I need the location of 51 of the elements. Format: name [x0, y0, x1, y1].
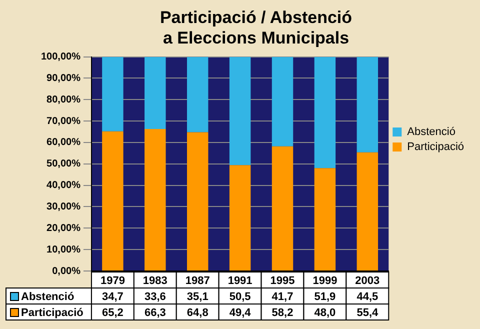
bar — [102, 57, 124, 132]
data-label: 34,7 — [102, 291, 124, 304]
x-tick-label: 1991 — [228, 275, 252, 288]
data-label: 49,4 — [229, 307, 252, 320]
x-tick-label: 1987 — [185, 275, 210, 288]
y-tick-label: 80,00% — [46, 94, 81, 106]
bar — [356, 57, 378, 152]
y-tick-label: 30,00% — [46, 201, 81, 212]
data-label: 44,5 — [356, 291, 378, 304]
data-label: 51,9 — [314, 291, 336, 304]
bar — [229, 57, 251, 166]
bar — [272, 57, 294, 146]
y-tick-label: 20,00% — [46, 222, 81, 234]
data-label: 33,6 — [144, 291, 166, 304]
x-tick-label: 2003 — [355, 275, 380, 288]
y-tick-label: 10,00% — [46, 244, 81, 256]
y-tick-label: 70,00% — [46, 116, 81, 127]
bar — [272, 146, 294, 270]
bar — [144, 128, 166, 270]
data-label: 41,7 — [272, 291, 294, 304]
y-tick-label: 0,00% — [52, 266, 81, 277]
bar — [186, 132, 208, 270]
data-label: 66,3 — [144, 307, 166, 320]
data-label: 55,4 — [356, 307, 379, 320]
y-tick-label: 90,00% — [46, 72, 81, 84]
y-tick-label: 60,00% — [46, 137, 81, 148]
data-label: 64,8 — [186, 307, 208, 320]
y-tick-label: 50,00% — [46, 158, 81, 170]
data-label: 58,2 — [272, 307, 294, 320]
y-tick-label: 40,00% — [46, 180, 81, 192]
data-label: 65,2 — [102, 307, 124, 320]
data-label: 35,1 — [186, 291, 208, 304]
data-label: 48,0 — [314, 307, 336, 320]
legend-label: Abstenció — [407, 126, 456, 138]
bar — [314, 168, 336, 270]
bar — [144, 57, 166, 129]
text: Participació — [21, 307, 84, 320]
bar — [186, 57, 208, 132]
bar — [356, 152, 378, 270]
x-tick-label: 1979 — [100, 275, 125, 288]
y-tick-label: 100,00% — [40, 52, 81, 63]
bar — [102, 131, 124, 270]
text: Abstenció — [21, 291, 74, 304]
x-tick-label: 1999 — [312, 275, 338, 288]
data-label: 50,5 — [229, 291, 251, 304]
bar — [314, 57, 336, 168]
legend-label: Participació — [407, 141, 464, 154]
bar — [229, 165, 251, 270]
chart-title: Participació / Abstenció a Eleccions Municipals — [160, 8, 352, 48]
x-tick-label: 1995 — [270, 275, 295, 288]
x-tick-label: 1983 — [142, 275, 168, 288]
